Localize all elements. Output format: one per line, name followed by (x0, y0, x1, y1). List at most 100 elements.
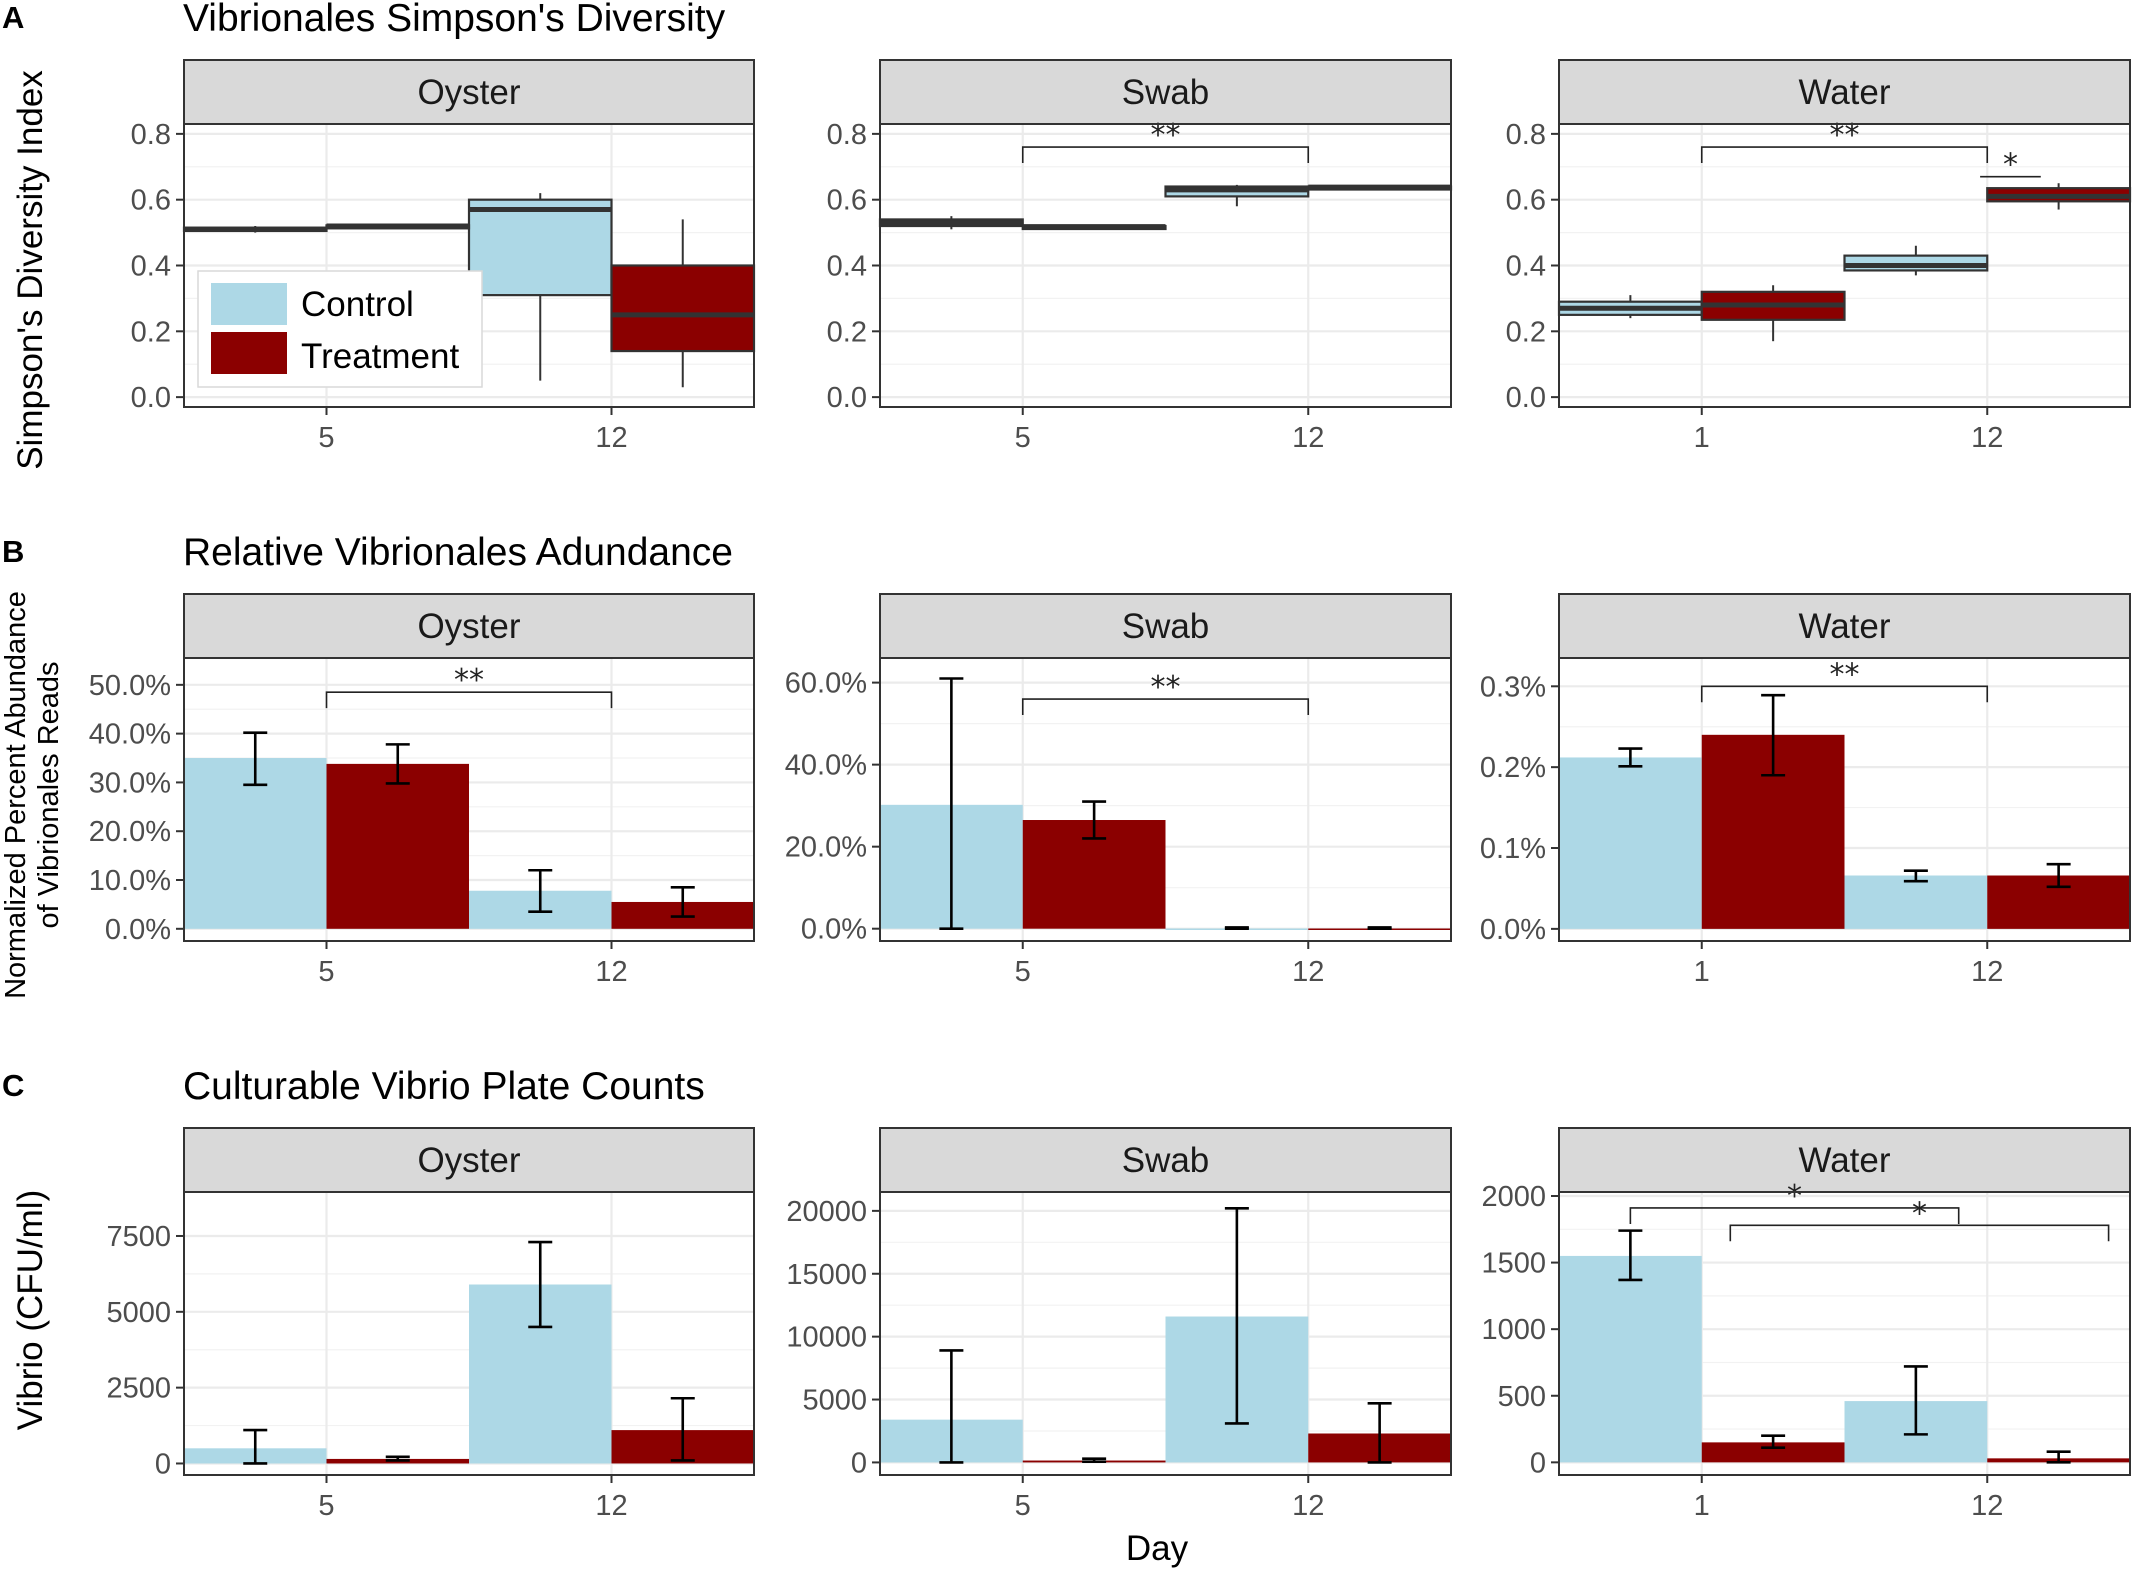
y-tick-label: 5000 (802, 1385, 867, 1417)
errorbar-treatment (385, 1455, 410, 1462)
y-tick-label: 0.4 (131, 251, 171, 283)
box-treatment (325, 223, 471, 230)
significance-bracket: * (1980, 148, 2041, 183)
strip-label-c-oyster: Oyster (417, 1141, 520, 1180)
errorbar-treatment (2046, 862, 2071, 889)
row-c-ylabel: Vibrio (CFU/ml) (11, 1190, 50, 1430)
bracket-line (1021, 698, 1310, 716)
row-b-ylabel-line1: Normalized Percent Abundance (0, 591, 32, 999)
panel-b-water: Water 0.0% 0.1% 0.2% 0.3% 1 12 ** (1480, 593, 2131, 988)
panel-border-a-water (1558, 123, 2131, 408)
significance-label: * (1787, 1179, 1802, 1214)
box-control (1843, 245, 1989, 276)
significance-bracket: * (1729, 1196, 2110, 1242)
y-tick-label: 2000 (1481, 1181, 1546, 1213)
errorbar-control (1224, 1207, 1249, 1425)
panel-border-a-oyster (183, 123, 755, 408)
strip-label-a-oyster: Oyster (417, 73, 520, 112)
strip-c-water (1558, 1127, 2131, 1193)
bar-control (1559, 757, 1702, 929)
legend: Control Treatment (197, 270, 483, 388)
significance-bracket: ** (1700, 657, 1989, 703)
errorbar-treatment (1761, 1434, 1786, 1449)
box-control (878, 216, 1024, 230)
y-tick-label: 0.8 (827, 119, 867, 151)
errorbar-control (939, 677, 964, 930)
strip-b-swab (879, 593, 1452, 659)
strip-label-a-water: Water (1798, 73, 1890, 112)
x-tick-label: 1 (1694, 956, 1710, 988)
panel-border-a-swab (879, 123, 1452, 408)
y-tick-label: 0 (851, 1447, 867, 1479)
y-tick-label: 20.0% (89, 816, 171, 848)
errorbar-control (939, 1349, 964, 1464)
x-tick-label: 5 (1015, 956, 1031, 988)
y-tick-label: 0.0% (1480, 914, 1546, 946)
strip-b-water (1558, 593, 2131, 659)
bracket-line (1700, 685, 1989, 703)
row-b-title: Relative Vibrionales Adundance (183, 531, 733, 574)
y-tick-label: 0.8 (1506, 119, 1546, 151)
x-tick-label: 1 (1694, 422, 1710, 454)
x-tick-label: 12 (1292, 956, 1324, 988)
strip-label-c-swab: Swab (1122, 1141, 1210, 1180)
strip-a-oyster (183, 59, 755, 125)
errorbar-control (1903, 1365, 1928, 1436)
strip-label-c-water: Water (1798, 1141, 1890, 1180)
panel-c-water: Water 0 500 1000 1500 2000 1 12 * * (1481, 1127, 2131, 1522)
y-tick-label: 0.0% (105, 914, 171, 946)
bar-treatment (1701, 1442, 1845, 1463)
bar-control (1559, 1255, 1702, 1463)
box-treatment (1986, 183, 2132, 210)
panel-border-c-water (1558, 1191, 2131, 1476)
y-tick-label: 1000 (1481, 1314, 1546, 1346)
y-tick-label: 500 (1498, 1381, 1546, 1413)
errorbar-control (528, 1240, 553, 1329)
panels: Oyster 0.0 0.2 0.4 0.6 0.8 5 12 Swab 0.0 0.2 0.4 0.6… (89, 59, 2132, 1522)
panel-border-c-swab (879, 1191, 1452, 1476)
significance-label: ** (1151, 670, 1181, 705)
x-tick-label: 12 (595, 422, 627, 454)
y-tick-label: 0.2 (1506, 316, 1546, 348)
bracket-line (1629, 1207, 1960, 1224)
panel-a-oyster: Oyster 0.0 0.2 0.4 0.6 0.8 5 12 (131, 59, 756, 454)
box-control (467, 193, 613, 381)
x-tick-label: 1 (1694, 1490, 1710, 1522)
legend-label-control: Control (301, 285, 414, 324)
x-tick-label: 12 (1971, 956, 2003, 988)
significance-label: ** (454, 663, 484, 698)
box-treatment (610, 219, 756, 388)
x-tick-label: 12 (1292, 422, 1324, 454)
significance-bracket: * (1629, 1179, 1960, 1224)
y-tick-label: 0.6 (131, 185, 171, 217)
box-control (1164, 184, 1310, 207)
significance-label: * (2003, 148, 2018, 183)
y-tick-label: 40.0% (785, 750, 867, 782)
y-tick-label: 0 (155, 1448, 171, 1480)
y-tick-label: 50.0% (89, 670, 171, 702)
y-tick-label: 7500 (106, 1221, 171, 1253)
significance-bracket: ** (1021, 670, 1310, 716)
bar-control (1844, 875, 1988, 929)
strip-label-b-swab: Swab (1122, 607, 1210, 646)
y-tick-label: 0.3% (1480, 671, 1546, 703)
errorbar-treatment (670, 886, 695, 918)
bracket-line (325, 691, 613, 709)
y-tick-label: 60.0% (785, 668, 867, 700)
row-b-ylabel-line2: of Vibrionales Reads (33, 661, 65, 928)
x-tick-label: 12 (1292, 1490, 1324, 1522)
y-tick-label: 0.2 (131, 316, 171, 348)
panel-border-b-water (1558, 657, 2131, 942)
y-tick-label: 5000 (106, 1297, 171, 1329)
strip-a-swab (879, 59, 1452, 125)
row-c-letter: C (2, 1068, 24, 1103)
significance-label: * (1912, 1196, 1927, 1231)
row-b-letter: B (2, 534, 24, 569)
errorbar-control (1224, 926, 1249, 930)
panel-c-swab: Swab 0 5000 10000 15000 20000 5 12 (786, 1127, 1452, 1522)
strip-label-b-oyster: Oyster (417, 607, 520, 646)
x-tick-label: 12 (1971, 422, 2003, 454)
x-tick-label: 5 (1015, 1490, 1031, 1522)
panel-b-swab: Swab 0.0% 20.0% 40.0% 60.0% 5 12 ** (785, 593, 1452, 988)
